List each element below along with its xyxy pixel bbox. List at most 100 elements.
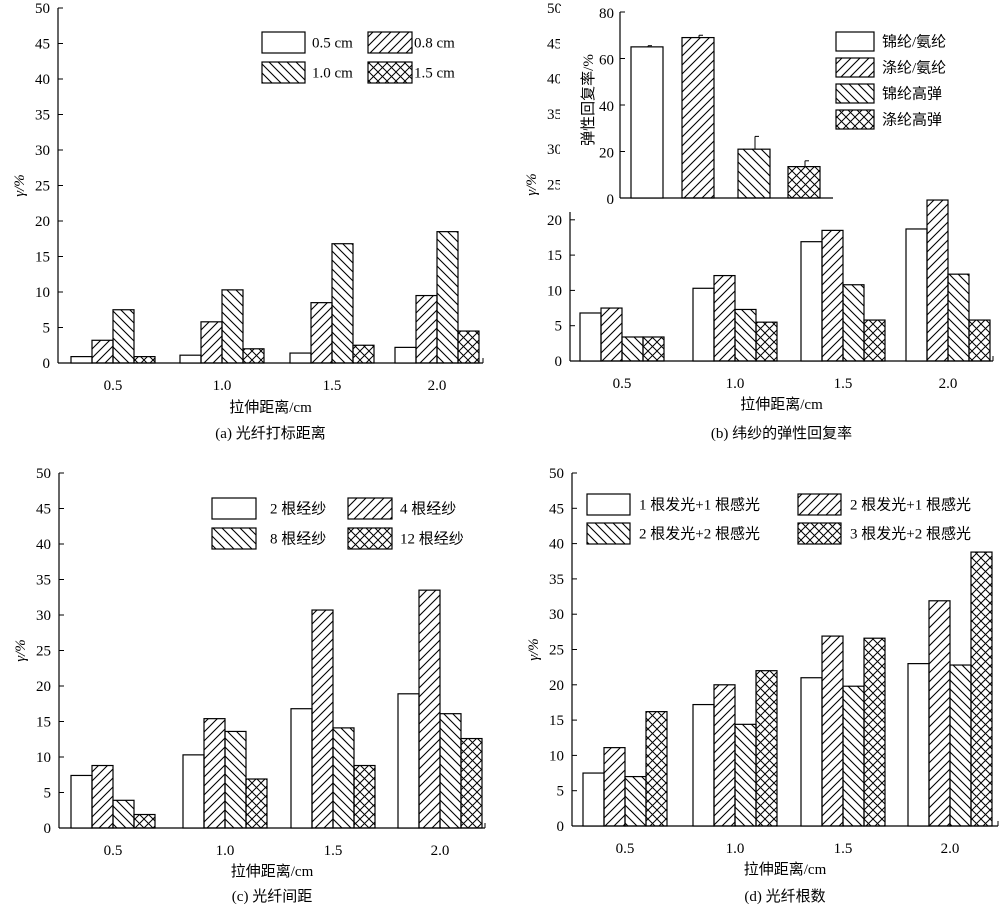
bar-back-hatch-0.5 — [621, 336, 644, 362]
y-tick-label: 20 — [36, 679, 51, 695]
bar-blank-0.5 — [70, 356, 93, 364]
y-tick-label: 0 — [555, 354, 563, 370]
bar-blank-2.0 — [394, 346, 417, 364]
bar-forward-hatch-1.0 — [203, 718, 226, 829]
x-axis-label: 拉伸距离/cm — [231, 863, 314, 880]
bar-forward-hatch-0.5 — [603, 747, 626, 827]
y-tick-label: 0 — [43, 356, 51, 372]
bar-back-hatch-1.0 — [224, 730, 247, 829]
bar-forward-hatch-0.5 — [600, 307, 623, 362]
legend-swatch — [367, 31, 413, 54]
x-tick-label: 0.5 — [104, 378, 123, 394]
bar-forward-hatch-2.0 — [928, 600, 951, 827]
bar-cross-hatch-2.0 — [457, 330, 480, 364]
x-tick-label: 2.0 — [428, 378, 447, 394]
bar-back-hatch-2.0 — [436, 231, 459, 364]
y-tick-label: 0 — [557, 819, 565, 835]
chart-panel-d: 0 5 10 15 20 25 30 35 40 45 50 γ/% 0.5 1.0 1.5 2.0 拉伸距离/… — [526, 466, 999, 905]
chart-panel-c: 0 5 10 15 20 25 30 35 40 45 50 γ/% 0.5 1.0 1.5 2.0 拉伸距离/… — [13, 466, 486, 905]
legend-swatch — [835, 109, 875, 130]
bar-blank-1.5 — [800, 241, 823, 362]
bar-blank-1.0 — [179, 354, 202, 364]
x-tick-label: 1.5 — [834, 376, 853, 392]
bar-cross-hatch-1.5 — [863, 319, 886, 362]
y-tick-label: 25 — [549, 643, 564, 659]
chart-title: (b) 纬纱的弹性回复率 — [711, 424, 852, 442]
bar-back-hatch-1.0 — [734, 308, 757, 362]
y-axis-label: γ/% — [12, 174, 28, 197]
bar-blank-2.0 — [907, 663, 930, 827]
x-axis-label: 拉伸距离/cm — [229, 399, 312, 416]
bar-back-hatch-1.5 — [332, 727, 355, 829]
inset-y-tick-label: 40 — [599, 99, 614, 115]
legend-label: 8 根经纱 — [270, 531, 326, 548]
legend-label: 2 根经纱 — [270, 501, 326, 518]
bar-blank-1.0 — [692, 287, 715, 362]
y-tick-label: 30 — [549, 607, 564, 623]
bar-forward-hatch-0.5 — [91, 339, 114, 364]
inset-bar-back-hatch — [737, 148, 771, 199]
y-axis-label: γ/% — [13, 639, 29, 662]
legend-label: 1 根发光+1 根感光 — [639, 497, 760, 514]
y-tick-label: 30 — [547, 142, 562, 158]
chart-title: (d) 光纤根数 — [744, 888, 825, 905]
bar-cross-hatch-1.0 — [245, 778, 268, 829]
bar-blank-1.0 — [182, 754, 205, 829]
y-tick-label: 50 — [35, 1, 50, 17]
bar-cross-hatch-0.5 — [642, 336, 665, 362]
x-tick-label: 0.5 — [616, 841, 635, 857]
x-tick-label: 1.0 — [726, 841, 745, 857]
y-tick-label: 50 — [549, 466, 564, 482]
bar-cross-hatch-1.5 — [352, 344, 375, 364]
y-tick-label: 25 — [36, 644, 51, 660]
bar-cross-hatch-1.0 — [242, 348, 265, 364]
legend-label: 4 根经纱 — [400, 501, 456, 518]
x-tick-label: 0.5 — [104, 843, 123, 859]
inset-y-tick-label: 0 — [607, 192, 615, 208]
legend-label: 涤纶/氨纶 — [882, 60, 946, 77]
bar-forward-hatch-2.0 — [418, 589, 441, 829]
bar-cross-hatch-1.0 — [755, 670, 778, 827]
y-tick-label: 15 — [35, 250, 50, 266]
y-tick-label: 45 — [35, 37, 50, 53]
legend-label: 2 根发光+1 根感光 — [850, 497, 971, 514]
x-tick-label: 1.5 — [323, 378, 342, 394]
bar-forward-hatch-2.0 — [926, 199, 949, 362]
y-tick-label: 15 — [549, 713, 564, 729]
bar-forward-hatch-0.5 — [91, 764, 114, 829]
bar-forward-hatch-1.5 — [310, 302, 333, 364]
legend-swatch — [586, 493, 631, 516]
chart-panel-b: 0 5 10 15 20 25 30 35 40 45 50 γ/% 0.5 1.0 1.5 2.0 拉伸距离/… — [524, 1, 994, 442]
legend-swatch — [835, 57, 875, 78]
bar-cross-hatch-1.0 — [755, 321, 778, 362]
inset-bar-cross-hatch — [787, 166, 821, 199]
bar-back-hatch-2.0 — [439, 713, 462, 829]
y-tick-label: 45 — [36, 502, 51, 518]
bar-blank-1.5 — [290, 708, 313, 829]
y-tick-label: 35 — [547, 107, 562, 123]
x-tick-label: 2.0 — [939, 376, 958, 392]
legend-label: 涤纶高弹 — [882, 112, 942, 129]
bar-blank-0.5 — [70, 774, 93, 829]
bar-back-hatch-1.5 — [842, 284, 865, 362]
bar-cross-hatch-0.5 — [645, 711, 668, 827]
bar-cross-hatch-0.5 — [133, 356, 156, 364]
bar-back-hatch-0.5 — [112, 309, 135, 364]
legend-swatch — [797, 522, 842, 545]
chart-title: (a) 光纤打标距离 — [215, 425, 325, 442]
y-tick-label: 50 — [547, 1, 562, 17]
legend-label: 12 根经纱 — [400, 531, 464, 548]
y-tick-label: 25 — [35, 179, 50, 195]
x-axis-label: 拉伸距离/cm — [740, 396, 823, 413]
y-tick-label: 35 — [35, 108, 50, 124]
legend-swatch — [586, 522, 631, 545]
bar-blank-2.0 — [905, 228, 928, 362]
inset-y-tick-label: 20 — [599, 146, 614, 162]
y-tick-label: 15 — [547, 248, 562, 264]
bar-blank-1.5 — [289, 352, 312, 364]
x-axis-label: 拉伸距离/cm — [744, 861, 827, 878]
bar-back-hatch-1.5 — [331, 243, 354, 364]
y-axis-label: γ/% — [526, 638, 542, 661]
